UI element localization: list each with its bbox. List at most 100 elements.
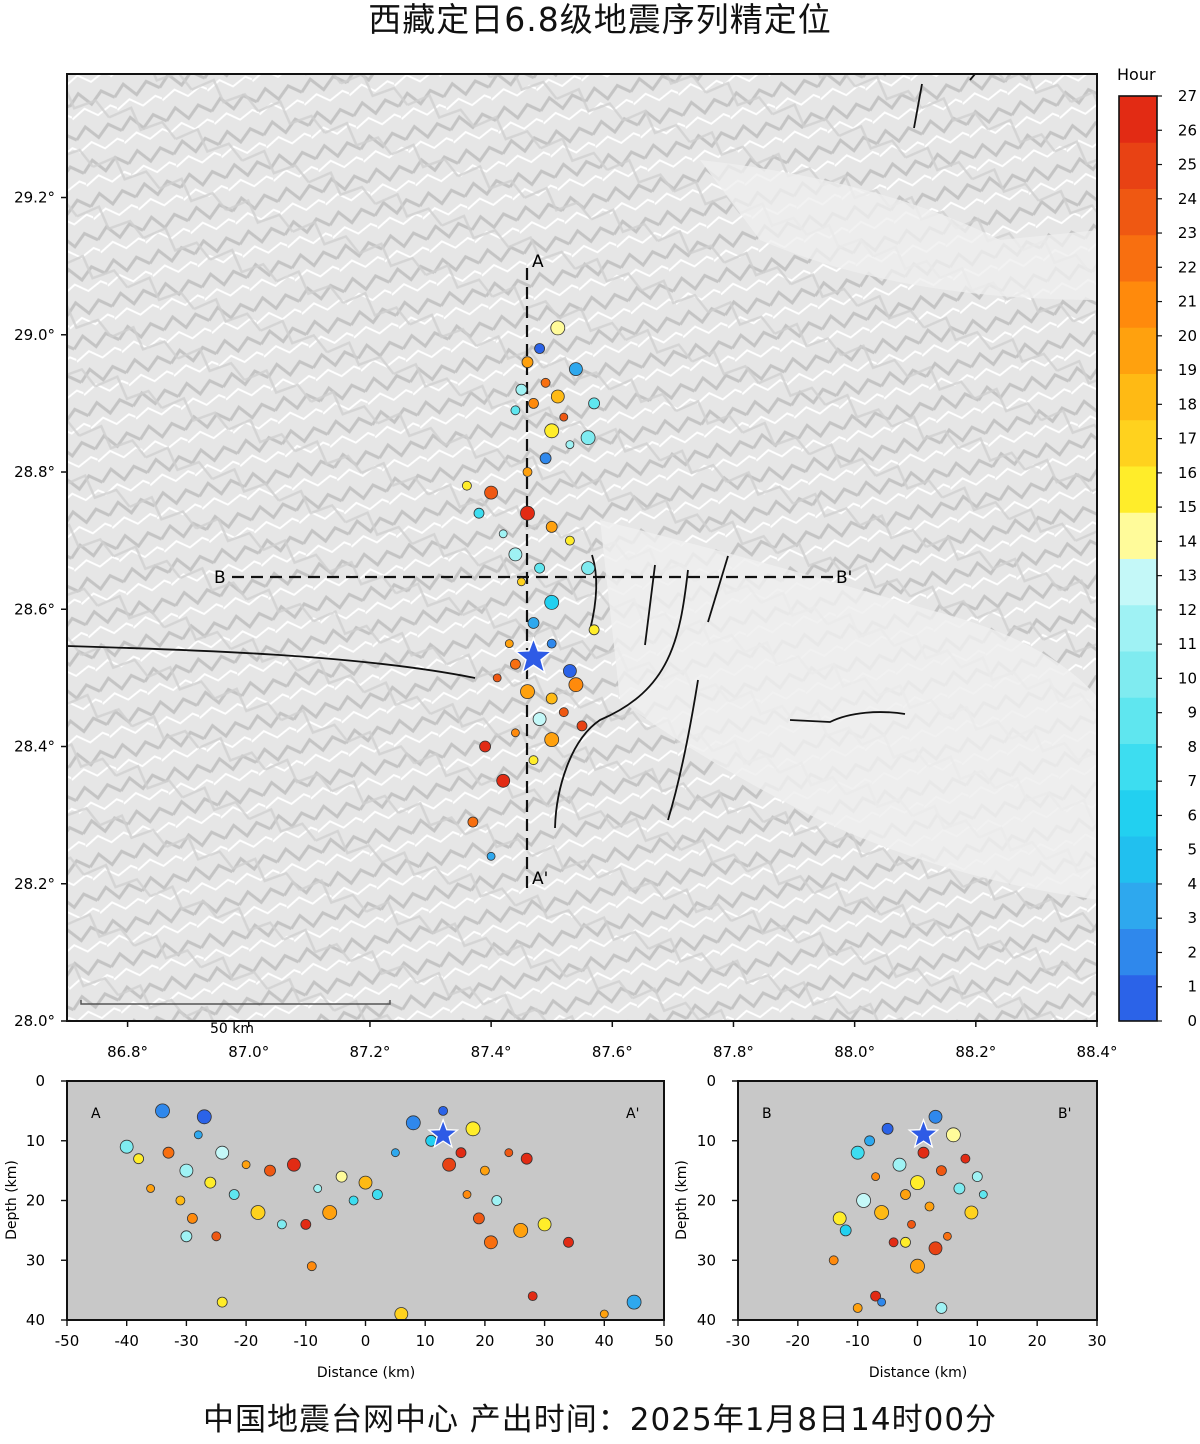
map-x-tick-label: 88.0° — [834, 1043, 875, 1061]
map-event-marker — [580, 430, 596, 446]
map-event-marker — [517, 577, 526, 587]
colorbar-tick-label: 16 — [1178, 464, 1197, 482]
map-x-tick-label: 86.8° — [107, 1043, 148, 1061]
profile-aa-x-tick-label: 20 — [475, 1332, 494, 1350]
colorbar-swatch — [1119, 743, 1157, 791]
profile-aa-event-marker — [442, 1157, 457, 1172]
profile-aa-event-marker — [276, 1219, 287, 1230]
fault-line — [789, 711, 906, 723]
profile-bb-event-marker — [935, 1302, 948, 1314]
colorbar-tick-label: 11 — [1178, 635, 1197, 653]
profile-aa-x-tick-label: -40 — [114, 1332, 139, 1350]
colorbar-tick-label: 5 — [1187, 841, 1197, 859]
profile-aa-event-marker — [313, 1184, 323, 1193]
colorbar-ticks: 0123456789101112131415161718192021222324… — [1157, 87, 1197, 1030]
colorbar-swatch — [1119, 604, 1157, 652]
map-event-marker — [508, 547, 523, 562]
profile-aa-event-marker — [193, 1130, 203, 1140]
profile-bb-event-marker — [870, 1290, 881, 1302]
colorbar-tick-label: 15 — [1178, 498, 1197, 516]
profile-bb-x-tick-label: 20 — [1028, 1332, 1047, 1350]
map-event-marker — [511, 728, 520, 738]
profile-bb-events — [828, 1109, 988, 1314]
profile-aa-event-marker — [371, 1189, 383, 1200]
map-event-marker — [461, 480, 472, 491]
fault-line — [667, 679, 699, 821]
profile-aa-event-marker — [483, 1235, 498, 1250]
colorbar-tick-label: 4 — [1187, 875, 1197, 893]
profile-bb-event-marker — [864, 1135, 875, 1147]
profile-aa-y-tick-label: 40 — [26, 1311, 45, 1329]
map-event-marker — [528, 397, 539, 409]
figure-footer: 中国地震台网中心 产出时间：2025年1月8日14时00分 — [202, 1402, 998, 1438]
map-event-marker — [520, 505, 535, 521]
profile-aa-event-marker — [491, 1195, 503, 1206]
colorbar-border — [1118, 95, 1158, 1022]
colorbar-swatch — [1119, 882, 1157, 929]
map-event-marker — [544, 423, 560, 439]
colorbar-tick-label: 1 — [1187, 978, 1197, 996]
colorbar-swatch — [1119, 96, 1157, 143]
map-event-marker — [496, 773, 511, 788]
valley-shade — [700, 160, 1097, 300]
map-event-marker — [588, 397, 600, 410]
profile-aa-ylabel: Depth (km) — [4, 1160, 20, 1240]
profile-label-b-end: B' — [836, 568, 852, 588]
map-y-tick-label: 28.2° — [14, 875, 55, 893]
fault-line — [644, 564, 656, 646]
map-event-marker — [563, 664, 577, 678]
profile-aa-y-tick-label: 10 — [26, 1132, 45, 1150]
profile-aa-x-tick-label: -30 — [174, 1332, 199, 1350]
profile-bb-corner-left: B — [762, 1106, 772, 1122]
profile-aa-event-marker — [472, 1212, 485, 1225]
map-event-marker — [545, 692, 558, 705]
colorbar-tick-label: 2 — [1187, 943, 1197, 961]
map-event-marker — [550, 389, 565, 404]
profile-bb-event-marker — [874, 1205, 889, 1220]
fault-line — [67, 645, 476, 679]
profile-bb-event-marker — [946, 1127, 961, 1143]
profile-bb-x-tick-label: -20 — [786, 1332, 811, 1350]
profile-aa-event-marker — [186, 1213, 198, 1224]
mainshock-star — [513, 636, 554, 675]
map-event-marker — [522, 467, 533, 477]
profile-bb-x-tick-label: -10 — [845, 1332, 870, 1350]
profile-bb-event-marker — [856, 1193, 871, 1208]
map-event-marker — [550, 320, 566, 336]
profile-aa-event-marker — [146, 1184, 156, 1193]
fault-line — [707, 555, 729, 623]
profile-aa-event-marker — [438, 1106, 449, 1116]
scale-bar-line — [80, 1000, 391, 1005]
profile-label-a: A — [532, 252, 544, 272]
map-event-marker — [486, 851, 496, 861]
colorbar-tick-label: 3 — [1187, 909, 1197, 927]
profile-aa-event-marker — [155, 1103, 170, 1119]
colorbar-title: Hour — [1117, 65, 1156, 84]
map-event-marker — [484, 485, 499, 500]
colorbar-tick-label: 7 — [1187, 772, 1197, 790]
profile-aa-event-marker — [394, 1307, 409, 1321]
profile-aa-event-marker — [599, 1309, 609, 1319]
profile-aa-x-tick-label: 30 — [535, 1332, 554, 1350]
profile-bb-event-marker — [839, 1224, 852, 1237]
colorbar-swatch — [1119, 512, 1157, 559]
map-x-tick-label: 87.8° — [713, 1043, 754, 1061]
colorbar-swatch — [1119, 697, 1157, 744]
map-event-marker — [520, 684, 535, 699]
profile-aa-event-marker — [180, 1230, 193, 1243]
profile-aa-border — [66, 1080, 665, 1321]
map-event-marker — [473, 507, 485, 519]
colorbar-swatch — [1119, 234, 1157, 282]
map-y-tick-label: 28.4° — [14, 738, 55, 756]
profile-bb-panel: -30 -20 -10 0 10 20 30 0 10 20 30 40 B B' Distance … — [674, 1072, 1107, 1381]
profile-bb-y-tick-label: 40 — [697, 1311, 716, 1329]
map-y-tick-label: 28.0° — [14, 1012, 55, 1030]
profile-aa-y-tick-label: 20 — [26, 1192, 45, 1210]
profile-bb-corner-right: B' — [1058, 1106, 1071, 1122]
map-event-marker — [510, 658, 521, 670]
profile-bb-event-marker — [852, 1303, 863, 1313]
colorbar-tick-label: 12 — [1178, 601, 1197, 619]
valley-shade — [600, 520, 1097, 900]
map-x-tick-label: 87.4° — [471, 1043, 512, 1061]
map-event-marker — [569, 362, 583, 377]
